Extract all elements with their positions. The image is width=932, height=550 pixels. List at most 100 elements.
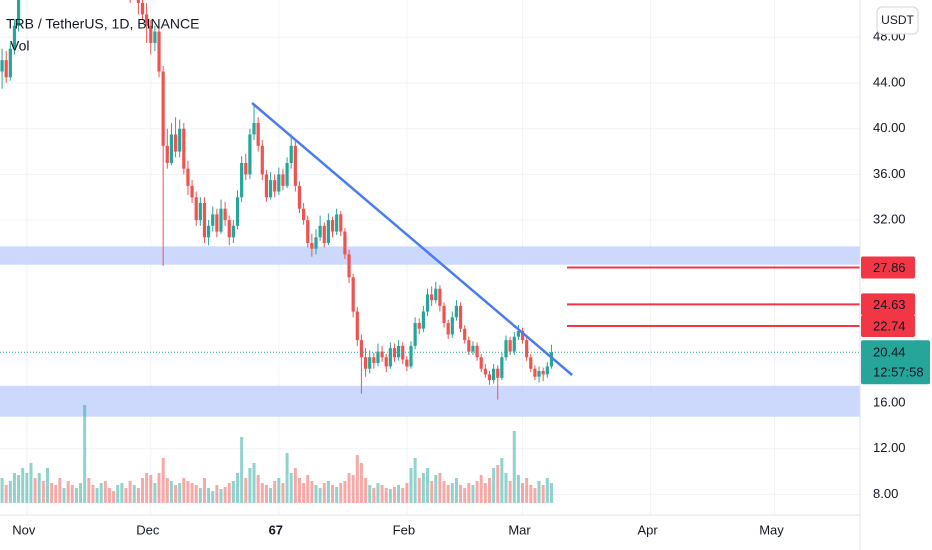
volume-bar [297,478,301,503]
volume-bar [87,478,91,503]
y-tick-label: 40.00 [873,120,906,135]
volume-bar [8,481,12,503]
level-badge [861,293,915,316]
volume-bar [380,485,384,503]
candle-body [516,330,520,337]
volume-bar [413,458,417,503]
candle-body [388,348,392,367]
currency-button[interactable] [876,6,919,35]
candle-body [397,345,401,358]
volume-bar [525,478,529,503]
y-tick-label: 32.00 [873,212,906,227]
candle-body [425,294,430,312]
candle-body [549,352,554,367]
volume-bar [372,488,376,503]
candle-body [376,351,380,363]
candle-body [454,305,459,318]
volume-bar [273,481,277,503]
candle-body [268,180,273,198]
x-tick-label: Feb [393,522,415,537]
volume-bar [483,483,487,503]
candle-body [351,277,355,312]
volume-bar [124,488,128,503]
volume-bar [25,473,29,503]
volume-bar [401,488,405,503]
candle-body [339,214,343,232]
volume-bar [438,473,442,503]
volume-bar [376,483,380,503]
candle-body [520,330,525,341]
current-price-label: 20.44 [873,345,906,360]
candle-body [211,214,215,226]
candle-body [297,185,302,209]
volume-bar [293,468,297,503]
volume-bar [190,483,194,503]
volume-bar [442,481,446,503]
candle-body [347,254,351,278]
y-tick-label: 44.00 [873,74,906,89]
volume-bar [521,483,525,503]
candle-body [240,162,244,198]
volume-bar [475,481,479,503]
candle-body [322,225,326,243]
y-tick-label: 36.00 [873,166,906,181]
volume-bar [145,473,149,503]
volume-bar [0,478,4,503]
candle-body [467,340,471,352]
volume-bar [529,485,533,503]
candle-body [434,288,438,301]
candle-body [529,357,533,369]
candle-body [413,322,417,346]
volume [0,405,553,503]
candle-body [256,122,260,146]
candle-body [182,128,186,169]
x-tick-label: May [759,522,784,537]
candle-body [153,31,157,43]
x-tick-label: Mar [508,522,531,537]
candle-body [471,345,475,352]
volume-bar [37,473,41,503]
volume-bar [347,473,351,503]
candle-body [215,214,219,232]
volume-bar [549,483,553,503]
support-zone [0,385,860,417]
volume-bar [434,475,438,503]
volume-bar [314,485,318,503]
volume-bar [91,485,95,503]
candle-body [335,214,339,232]
volume-bar [326,481,330,503]
volume-bar [236,473,240,503]
candle-body [310,242,314,249]
candle-body [194,197,198,221]
candle-body [368,357,372,369]
candle-body [136,0,140,3]
currency-label[interactable]: USDT [881,13,914,27]
volume-bar [533,488,537,503]
volume-bar [12,473,16,503]
candle-body [537,370,541,377]
volume-bar [454,478,458,503]
y-tick-label: 12.00 [873,440,906,455]
y-tick-label: 16.00 [873,394,906,409]
volume-bar [219,489,223,503]
candles [0,0,554,400]
volume-bar [260,483,264,503]
volume-bar [487,478,491,503]
candle-body [363,357,368,369]
volume-bar [322,483,326,503]
candle-body [223,208,227,221]
candle-body [186,168,190,186]
volume-bar [256,475,260,503]
volume-bar [264,485,268,503]
volume-bar [446,485,450,503]
volume-bar [99,483,103,503]
volume-bar [289,473,293,503]
volume-bar [351,475,355,503]
volume-bar [359,463,363,503]
candle-body [149,25,153,43]
volume-bar [496,465,500,503]
volume-bar [463,488,467,503]
chart-title: TRB / TetherUS, 1D, BINANCE [6,16,199,32]
